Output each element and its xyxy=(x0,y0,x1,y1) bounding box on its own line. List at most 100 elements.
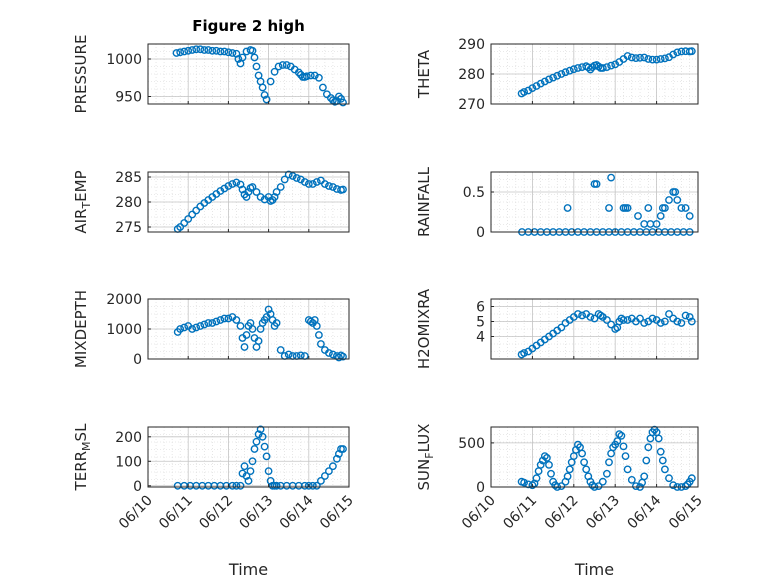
data-point xyxy=(284,170,293,179)
data-point xyxy=(306,317,315,326)
data-point xyxy=(553,71,562,80)
data-point xyxy=(607,173,615,182)
data-point xyxy=(607,61,615,70)
data-point xyxy=(304,481,313,490)
data-point xyxy=(324,182,333,190)
data-point xyxy=(232,316,241,324)
data-point xyxy=(200,46,209,54)
data-point xyxy=(598,477,607,486)
data-point xyxy=(603,63,611,71)
data-point xyxy=(640,319,649,327)
data-point xyxy=(180,219,189,227)
y-tick-label: 285 xyxy=(115,170,142,186)
data-point xyxy=(598,64,607,72)
y-tick-label: 0 xyxy=(133,352,142,368)
data-point xyxy=(520,88,528,96)
data-point xyxy=(654,434,663,443)
data-point xyxy=(332,454,341,463)
data-point xyxy=(250,445,259,453)
data-point xyxy=(677,204,686,212)
data-point xyxy=(687,317,696,326)
data-point xyxy=(232,481,241,490)
subplot-7: 0 100 200 TERRMSL 06/10 06/11 06/12 06/13 06/14 0… xyxy=(72,423,357,579)
data-point xyxy=(634,212,642,220)
y-axis-label: THETA xyxy=(415,49,433,99)
data-point xyxy=(276,346,285,354)
data-point xyxy=(590,314,599,323)
data-point xyxy=(545,460,553,469)
data-point xyxy=(627,53,636,62)
data-point xyxy=(248,46,257,55)
data-point xyxy=(244,188,253,196)
x-tick-label: 06/13 xyxy=(237,493,277,533)
data-point xyxy=(208,319,217,327)
data-point xyxy=(292,174,301,182)
data-point xyxy=(180,323,189,332)
y-tick-label: 200 xyxy=(115,430,142,446)
data-point xyxy=(520,478,528,487)
data-point xyxy=(280,175,289,184)
data-point xyxy=(536,79,545,88)
data-point xyxy=(192,323,201,332)
data-point xyxy=(272,319,281,327)
data-point xyxy=(665,474,673,483)
data-point xyxy=(534,467,543,475)
data-point xyxy=(563,472,572,481)
axes-box xyxy=(147,43,350,105)
data-point xyxy=(308,180,317,188)
data-point xyxy=(180,47,189,56)
data-point xyxy=(306,71,315,80)
data-point xyxy=(623,465,632,474)
data-point xyxy=(565,66,574,75)
data-point xyxy=(328,183,337,191)
data-point xyxy=(238,53,247,62)
data-point xyxy=(528,84,537,93)
data-point xyxy=(617,431,626,440)
data-point xyxy=(260,442,269,451)
data-point xyxy=(681,311,690,320)
data-point xyxy=(258,432,267,441)
data-point xyxy=(270,67,279,76)
data-point xyxy=(196,322,205,330)
data-point xyxy=(621,452,630,460)
data-point xyxy=(578,449,586,458)
data-point xyxy=(648,55,657,64)
y-tick-label: 950 xyxy=(115,90,142,106)
subplot-1: 950 1000 PRESSURE Figure 2 high xyxy=(72,17,350,113)
data-point xyxy=(242,331,251,339)
data-point xyxy=(528,481,537,490)
x-tick-label: 06/13 xyxy=(583,493,623,533)
data-point xyxy=(320,180,329,188)
data-point xyxy=(561,68,570,77)
data-point xyxy=(318,83,327,92)
data-point xyxy=(278,61,287,69)
y-tick-label: 100 xyxy=(115,454,142,470)
data-point xyxy=(254,337,263,345)
x-tick-label: 06/14 xyxy=(625,492,665,532)
y-tick-label: 6 xyxy=(476,300,485,316)
data-point xyxy=(640,220,649,228)
data-point xyxy=(316,476,325,485)
data-point xyxy=(644,443,653,452)
data-point xyxy=(220,314,229,323)
data-point xyxy=(228,180,237,188)
data-point xyxy=(312,481,321,490)
data-point xyxy=(250,53,259,62)
data-point xyxy=(677,319,686,327)
y-tick-label: 1000 xyxy=(106,52,142,68)
data-point xyxy=(578,311,586,320)
data-point xyxy=(339,185,347,194)
data-point xyxy=(208,46,217,55)
data-point xyxy=(244,476,253,485)
data-point xyxy=(246,467,255,475)
data-point xyxy=(316,176,325,185)
data-point xyxy=(224,48,233,57)
data-point xyxy=(324,349,333,357)
data-point xyxy=(623,52,632,60)
chart-title: Figure 2 high xyxy=(192,17,305,35)
data-point xyxy=(264,467,273,475)
data-point xyxy=(632,54,640,62)
data-point xyxy=(252,62,261,71)
data-point xyxy=(334,353,343,362)
data-point xyxy=(661,204,669,212)
